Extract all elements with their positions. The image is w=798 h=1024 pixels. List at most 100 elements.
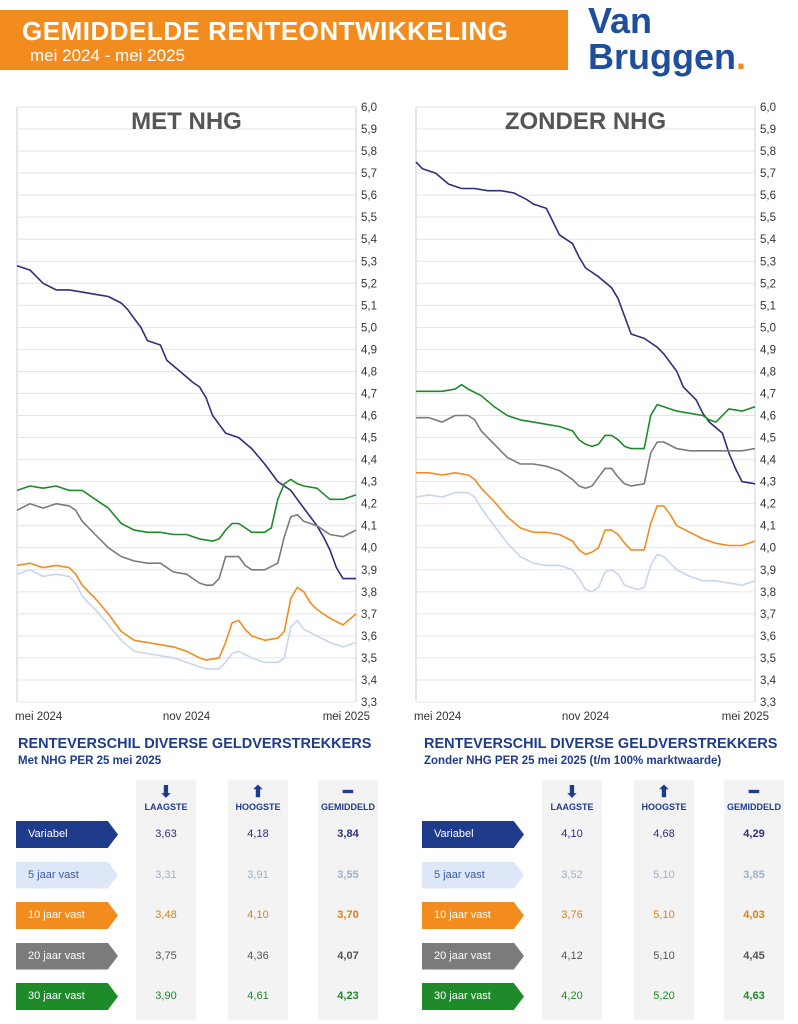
arrow-up-icon: ⬆ (251, 784, 265, 801)
y-tick-label: 4,5 (760, 433, 776, 445)
chart-title: MET NHG (131, 108, 242, 135)
logo-line-2: Bruggen. (588, 39, 746, 75)
cell-hoogste: 4,10 (247, 909, 269, 921)
cell-laagste: 4,20 (561, 990, 583, 1002)
row-label: Variabel (422, 821, 524, 848)
cell-gemiddeld: 4,63 (743, 990, 765, 1002)
y-tick-label: 3,8 (760, 587, 776, 599)
series-line-20-jaar-vast (16, 502, 357, 586)
cell-hoogste: 4,36 (247, 949, 269, 962)
y-tick-label: 5,8 (361, 146, 377, 158)
y-tick-label: 5,0 (361, 322, 377, 334)
y-tick-label: 5,6 (361, 190, 377, 202)
y-tick-label: 4,0 (361, 543, 377, 555)
y-tick-label: 4,8 (361, 366, 377, 378)
series-line-30-jaar-vast (416, 383, 756, 450)
y-tick-label: 4,3 (361, 477, 377, 489)
series-line-variabel (415, 161, 756, 485)
y-tick-label: 6,0 (760, 102, 776, 114)
logo-dot: . (736, 36, 747, 77)
y-tick-label: 3,3 (760, 697, 776, 709)
chart-title: ZONDER NHG (505, 108, 666, 135)
y-tick-label: 3,6 (361, 631, 377, 643)
y-tick-label: 5,2 (361, 278, 377, 290)
y-tick-label: 5,7 (760, 168, 776, 180)
row-label: 20 jaar vast (422, 942, 524, 970)
y-tick-label: 4,9 (361, 344, 377, 356)
col-hoogste-header: ⬆ HOOGSTE (634, 784, 694, 812)
section-subtitle-met-nhg: Met NHG PER 25 mei 2025 (18, 755, 162, 767)
rate-table-met-nhg: ⬇ LAAGSTE ⬆ HOOGSTE ━ GEMIDDELD Variabel 3,63 4,… (16, 780, 396, 1020)
y-tick-label: 3,9 (760, 565, 776, 577)
series-line-5-jaar-vast (415, 491, 756, 593)
cell-gemiddeld: 4,07 (337, 949, 359, 962)
series-line-30-jaar-vast (16, 478, 357, 542)
dash-icon: ━ (749, 784, 759, 801)
cell-laagste: 3,31 (155, 868, 177, 881)
cell-gemiddeld: 4,29 (743, 828, 765, 840)
y-tick-label: 4,2 (361, 499, 377, 511)
y-tick-label: 5,4 (361, 234, 378, 246)
y-tick-label: 3,7 (361, 609, 377, 621)
cell-gemiddeld: 3,70 (337, 909, 359, 921)
x-tick-label: mei 2025 (722, 711, 769, 723)
y-tick-label: 4,6 (361, 411, 377, 423)
arrow-down-icon: ⬇ (159, 784, 173, 801)
cell-gemiddeld: 3,55 (337, 868, 359, 881)
row-label: 30 jaar vast (422, 983, 524, 1010)
cell-laagste: 3,63 (155, 828, 177, 840)
cell-laagste: 3,48 (155, 909, 177, 921)
y-tick-label: 5,5 (361, 212, 377, 224)
cell-gemiddeld: 4,45 (743, 949, 765, 962)
y-tick-label: 5,9 (361, 124, 377, 136)
y-tick-label: 5,3 (760, 256, 776, 268)
col-laagste-label: LAAGSTE (550, 802, 594, 812)
y-tick-label: 4,1 (760, 521, 776, 533)
column-background (318, 780, 378, 1020)
y-tick-label: 5,2 (760, 278, 776, 290)
x-tick-label: mei 2025 (323, 711, 370, 723)
y-tick-label: 4,0 (760, 543, 776, 555)
y-tick-label: 3,5 (361, 653, 377, 665)
dash-icon: ━ (343, 784, 353, 801)
brand-logo: Van Bruggen. (588, 3, 746, 75)
cell-laagste: 3,90 (155, 990, 177, 1002)
cell-laagste: 4,12 (561, 949, 583, 962)
y-tick-label: 5,3 (361, 256, 377, 268)
row-label: 10 jaar vast (16, 902, 118, 929)
y-tick-label: 6,0 (361, 102, 377, 114)
cell-hoogste: 5,20 (653, 990, 675, 1002)
cell-hoogste: 5,10 (653, 949, 675, 962)
col-laagste-header: ⬇ LAAGSTE (136, 784, 196, 812)
cell-gemiddeld: 3,84 (337, 828, 359, 840)
y-tick-label: 5,8 (760, 146, 776, 158)
y-tick-label: 4,3 (760, 477, 776, 489)
cell-laagste: 3,75 (155, 949, 177, 962)
cell-hoogste: 4,61 (247, 990, 269, 1002)
col-gemiddeld-header: ━ GEMIDDELD (724, 784, 784, 812)
y-tick-label: 5,1 (361, 300, 377, 312)
page-subtitle: mei 2024 - mei 2025 (30, 46, 185, 65)
x-tick-label: mei 2024 (414, 711, 462, 723)
cell-hoogste: 3,91 (247, 868, 269, 881)
col-laagste-header: ⬇ LAAGSTE (542, 784, 602, 812)
cell-hoogste: 4,18 (247, 828, 269, 840)
y-tick-label: 3,5 (760, 653, 776, 665)
cell-hoogste: 5,10 (653, 868, 675, 881)
col-laagste-label: LAAGSTE (144, 802, 188, 812)
series-line-10-jaar-vast (16, 562, 357, 661)
x-tick-label: mei 2024 (15, 711, 63, 723)
col-hoogste-header: ⬆ HOOGSTE (228, 784, 288, 812)
cell-gemiddeld: 4,23 (337, 990, 359, 1002)
y-tick-label: 5,4 (760, 234, 777, 246)
page-title: GEMIDDELDE RENTEONTWIKKELING (22, 16, 509, 46)
cell-hoogste: 5,10 (653, 909, 675, 921)
column-background (542, 780, 602, 1020)
y-tick-label: 3,7 (760, 609, 776, 621)
col-hoogste-label: HOOGSTE (235, 802, 281, 812)
rate-table-zonder-nhg: ⬇ LAAGSTE ⬆ HOOGSTE ━ GEMIDDELD Variabel 4,10 4,… (422, 780, 798, 1020)
y-tick-label: 4,4 (760, 455, 777, 467)
series-line-5-jaar-vast (16, 569, 357, 670)
y-tick-label: 3,6 (760, 631, 776, 643)
chart-zonder-nhg: 6,0 5,9 5,8 5,7 5,6 5,5 5,4 5,3 5,2 5,1 5,0 4,9 4,8 4… (414, 102, 777, 723)
